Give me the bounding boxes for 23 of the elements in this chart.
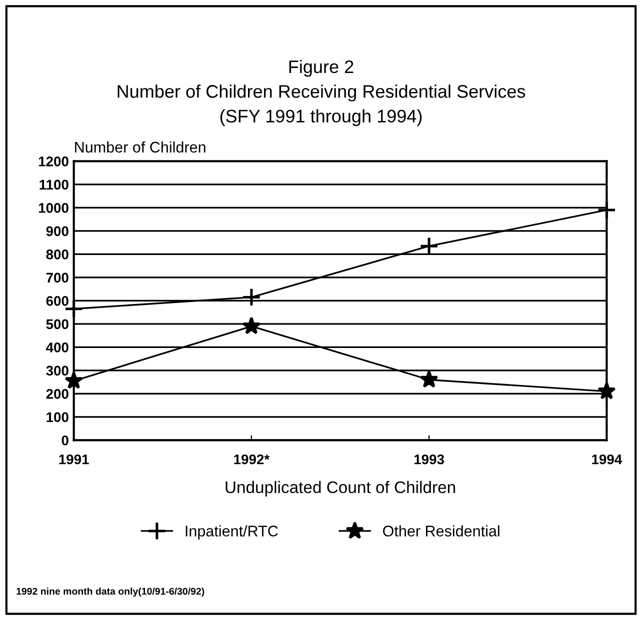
y-tick-label: 800 <box>46 250 68 260</box>
y-tick-label: 200 <box>46 389 68 399</box>
x-tick-label: 1993 <box>414 454 444 464</box>
x-tick-label: 1992* <box>234 454 270 464</box>
y-tick-label: 700 <box>46 272 68 283</box>
x-tick-label: 1991 <box>59 454 89 464</box>
legend-label: Other Residential <box>383 525 500 536</box>
y-tick-label: 500 <box>46 319 68 330</box>
y-tick-label: 1000 <box>38 203 68 213</box>
text: 1992 nine month data only(10/91-6/30/92) <box>16 588 204 597</box>
y-tick-label: 100 <box>46 412 68 422</box>
y-tick-label: 900 <box>46 226 68 236</box>
y-tick-label: 0 <box>62 436 68 446</box>
y-tick-label: 600 <box>46 296 68 306</box>
legend-label: Inpatient/RTC <box>186 525 278 540</box>
y-tick-label: 400 <box>46 342 68 352</box>
x-tick-label: 1994 <box>592 454 622 464</box>
x-axis-title: Unduplicated Count of Children <box>226 480 455 496</box>
y-axis-title: Number of Children <box>75 141 206 153</box>
y-tick-label: 1100 <box>40 180 68 190</box>
chart-title: Figure 2 Number of Children Receiving Residential Services (SFY 1991 through 1994) <box>118 60 526 126</box>
y-tick-label: 1200 <box>38 156 68 166</box>
y-tick-label: 300 <box>46 366 68 376</box>
